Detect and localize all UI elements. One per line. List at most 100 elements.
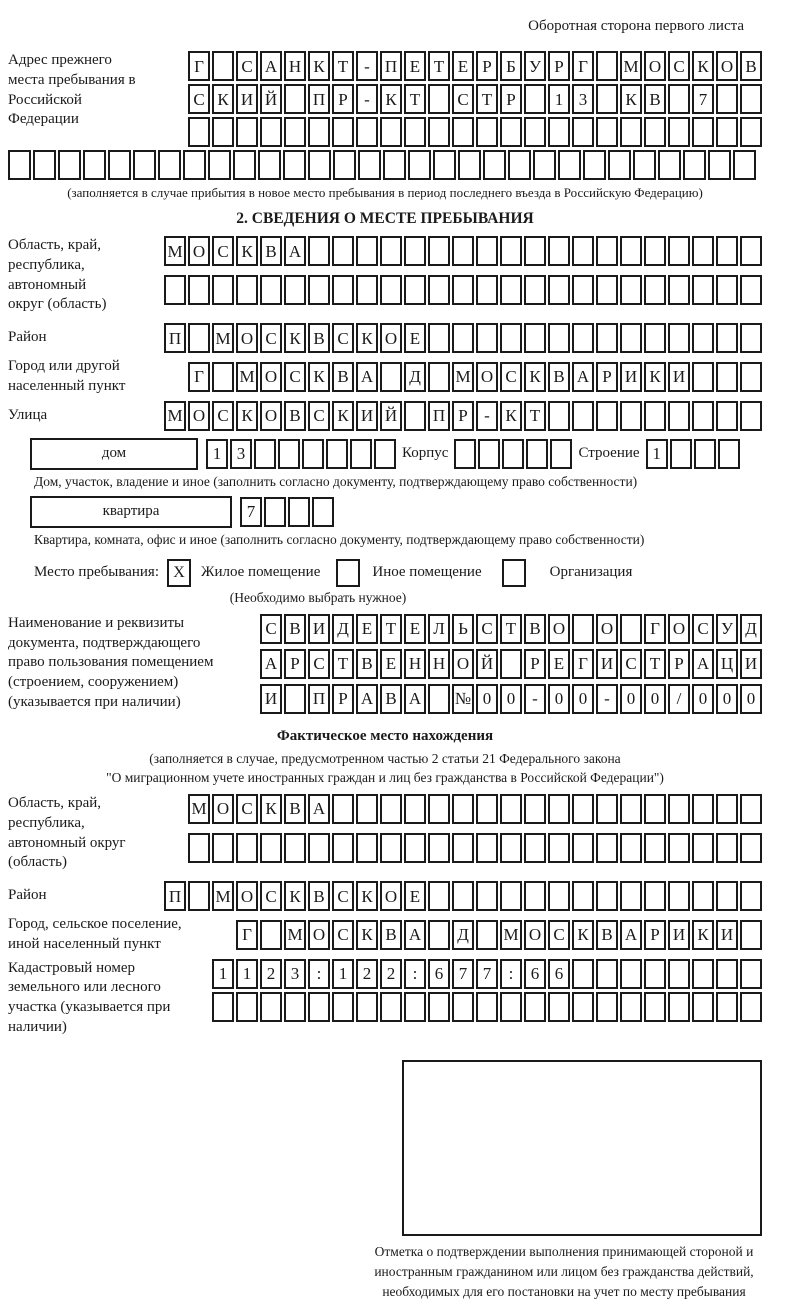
form-cell[interactable]: К <box>500 400 522 431</box>
form-cell[interactable]: 0 <box>644 683 666 714</box>
form-cell[interactable]: О <box>212 793 234 824</box>
form-cell[interactable] <box>308 832 330 863</box>
form-cell[interactable] <box>236 275 258 305</box>
form-cell[interactable] <box>548 881 570 912</box>
form-cell[interactable]: М <box>620 51 642 81</box>
form-cell[interactable]: М <box>236 361 258 392</box>
form-cell[interactable] <box>500 648 522 679</box>
form-cell[interactable]: 0 <box>620 683 642 714</box>
form-cell[interactable]: А <box>260 51 282 81</box>
form-cell[interactable] <box>476 919 498 950</box>
form-cell[interactable] <box>572 275 594 305</box>
form-cell[interactable] <box>283 150 306 180</box>
form-cell[interactable] <box>572 613 594 644</box>
form-cell[interactable] <box>284 117 306 147</box>
form-cell[interactable] <box>548 117 570 147</box>
form-cell[interactable]: Р <box>332 683 354 714</box>
form-cell[interactable]: К <box>236 400 258 431</box>
form-cell[interactable]: Т <box>404 84 426 114</box>
form-cell[interactable]: С <box>500 361 522 392</box>
form-cell[interactable] <box>8 150 31 180</box>
form-cell[interactable] <box>716 793 738 824</box>
form-cell[interactable] <box>733 150 756 180</box>
form-cell[interactable] <box>668 832 690 863</box>
form-cell[interactable] <box>620 991 642 1022</box>
form-cell[interactable]: Е <box>356 613 378 644</box>
form-cell[interactable] <box>428 275 450 305</box>
form-cell[interactable]: О <box>668 613 690 644</box>
form-cell[interactable] <box>708 150 731 180</box>
form-cell[interactable]: Р <box>332 84 354 114</box>
form-cell[interactable]: С <box>332 323 354 354</box>
form-cell[interactable]: С <box>260 323 282 354</box>
form-cell[interactable] <box>524 832 546 863</box>
form-cell[interactable] <box>332 991 354 1022</box>
form-cell[interactable] <box>668 958 690 989</box>
form-cell[interactable] <box>608 150 631 180</box>
form-cell[interactable]: О <box>236 881 258 912</box>
form-cell[interactable] <box>476 323 498 354</box>
form-cell[interactable] <box>644 236 666 266</box>
form-cell[interactable]: С <box>260 881 282 912</box>
form-cell[interactable] <box>333 150 356 180</box>
form-cell[interactable]: 7 <box>452 958 474 989</box>
form-cell[interactable]: : <box>500 958 522 989</box>
form-cell[interactable] <box>380 991 402 1022</box>
form-cell[interactable]: Г <box>644 613 666 644</box>
form-cell[interactable] <box>258 150 281 180</box>
form-cell[interactable]: Р <box>644 919 666 950</box>
form-cell[interactable]: Р <box>668 648 690 679</box>
form-cell[interactable]: 2 <box>380 958 402 989</box>
form-cell[interactable] <box>740 236 762 266</box>
form-cell[interactable] <box>404 117 426 147</box>
form-cell[interactable] <box>550 438 573 469</box>
form-cell[interactable]: В <box>644 84 666 114</box>
form-cell[interactable]: В <box>380 683 402 714</box>
form-cell[interactable]: 6 <box>524 958 546 989</box>
form-cell[interactable]: С <box>692 613 714 644</box>
form-cell[interactable]: Н <box>284 51 306 81</box>
form-cell[interactable] <box>620 236 642 266</box>
form-cell[interactable]: Й <box>380 400 402 431</box>
form-cell[interactable]: Е <box>404 51 426 81</box>
form-cell[interactable]: Н <box>404 648 426 679</box>
form-cell[interactable]: О <box>188 400 210 431</box>
form-cell[interactable] <box>644 991 666 1022</box>
form-cell[interactable]: А <box>404 919 426 950</box>
form-cell[interactable] <box>572 958 594 989</box>
form-cell[interactable]: С <box>620 648 642 679</box>
form-cell[interactable] <box>668 991 690 1022</box>
form-cell[interactable]: О <box>524 919 546 950</box>
form-cell[interactable] <box>428 361 450 392</box>
form-cell[interactable]: В <box>548 361 570 392</box>
form-cell[interactable] <box>380 275 402 305</box>
form-cell[interactable] <box>108 150 131 180</box>
form-cell[interactable]: К <box>308 361 330 392</box>
form-cell[interactable] <box>533 150 556 180</box>
form-cell[interactable] <box>596 275 618 305</box>
form-cell[interactable]: 0 <box>548 683 570 714</box>
form-cell[interactable] <box>558 150 581 180</box>
form-cell[interactable] <box>740 117 762 147</box>
form-cell[interactable] <box>452 991 474 1022</box>
form-cell[interactable] <box>716 117 738 147</box>
form-cell[interactable]: - <box>356 84 378 114</box>
form-cell[interactable] <box>236 117 258 147</box>
form-cell[interactable]: Е <box>380 648 402 679</box>
form-cell[interactable]: Д <box>404 361 426 392</box>
form-cell[interactable]: К <box>620 84 642 114</box>
form-cell[interactable] <box>596 400 618 431</box>
form-cell[interactable] <box>476 991 498 1022</box>
form-cell[interactable] <box>380 236 402 266</box>
form-cell[interactable]: С <box>260 613 282 644</box>
form-cell[interactable] <box>524 793 546 824</box>
form-cell[interactable]: Н <box>428 648 450 679</box>
form-cell[interactable]: Е <box>404 613 426 644</box>
form-cell[interactable]: 7 <box>476 958 498 989</box>
form-cell[interactable] <box>508 150 531 180</box>
form-cell[interactable] <box>620 117 642 147</box>
form-cell[interactable] <box>740 400 762 431</box>
form-cell[interactable] <box>740 84 762 114</box>
form-cell[interactable] <box>548 832 570 863</box>
form-cell[interactable] <box>583 150 606 180</box>
